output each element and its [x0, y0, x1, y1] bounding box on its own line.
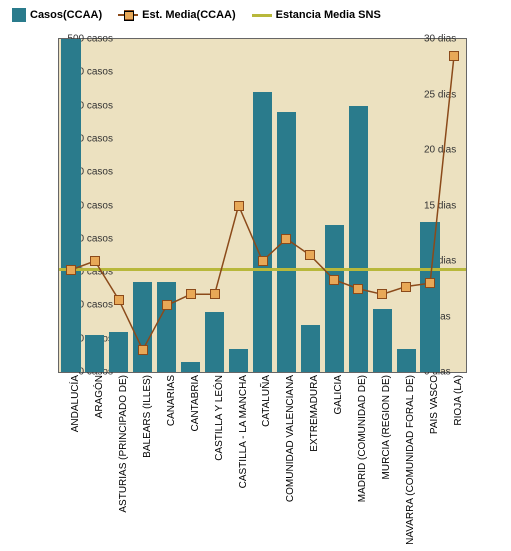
legend-label: Casos(CCAA) [30, 9, 102, 21]
line-marker [258, 256, 268, 266]
line-marker [66, 265, 76, 275]
legend-item: Estancia Media SNS [252, 9, 381, 21]
line-marker [162, 300, 172, 310]
line-marker [281, 234, 291, 244]
line-marker [353, 284, 363, 294]
line-marker [449, 51, 459, 61]
line-marker [425, 278, 435, 288]
line-marker [329, 275, 339, 285]
line-marker [90, 256, 100, 266]
line-marker [210, 289, 220, 299]
line-marker [114, 295, 124, 305]
legend-label: Est. Media(CCAA) [142, 9, 236, 21]
line-layer [59, 39, 466, 372]
legend-item: Casos(CCAA) [12, 8, 102, 22]
line-marker [234, 201, 244, 211]
legend-label: Estancia Media SNS [276, 9, 381, 21]
line-marker [305, 250, 315, 260]
plot-area: 0 casos50 casos100 casos150 casos200 cas… [58, 38, 467, 373]
line-marker [186, 289, 196, 299]
line-connector [59, 39, 466, 372]
legend: Casos(CCAA) Est. Media(CCAA) Estancia Medi… [0, 0, 511, 30]
chart-container: Casos(CCAA) Est. Media(CCAA) Estancia Medi… [0, 0, 511, 551]
line-marker [138, 345, 148, 355]
line-marker [377, 289, 387, 299]
legend-item: Est. Media(CCAA) [118, 9, 236, 21]
line-marker [401, 282, 411, 292]
